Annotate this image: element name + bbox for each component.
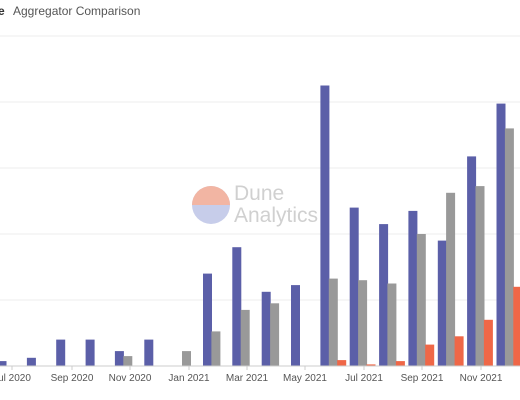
bar-series-1-2020-11 — [144, 339, 154, 366]
bar-series-1-2021-04 — [291, 285, 300, 366]
bar-series-1-2021-01 — [203, 273, 212, 366]
x-tick-label: Nov 2020 — [109, 373, 152, 384]
bar-series-3-2021-11 — [513, 286, 520, 366]
bars-layer — [0, 85, 520, 367]
bar-series-2-2021-10 — [475, 186, 485, 366]
bar-series-1-2021-08 — [408, 210, 418, 366]
bar-series-1-2021-07 — [379, 224, 389, 366]
bar-series-2-2021-09 — [446, 192, 456, 367]
bar-series-1-2021-06 — [349, 207, 359, 366]
dune-logo-top-icon — [192, 186, 230, 205]
bar-series-3-2021-10 — [483, 319, 493, 366]
bar-series-1-2020-08 — [56, 339, 66, 366]
bar-series-1-2020-07 — [26, 357, 36, 367]
bar-series-1-2021-09 — [437, 240, 447, 366]
x-tick-label: Sep 2020 — [51, 373, 94, 384]
x-tick-label: Mar 2021 — [226, 373, 269, 384]
bar-series-2-2021-01 — [211, 331, 221, 366]
bar-series-2-2021-08 — [416, 234, 426, 366]
header-title: Aggregator Comparison — [13, 4, 140, 18]
bar-series-2-2020-12 — [182, 351, 191, 366]
bar-series-2-2021-02 — [240, 309, 250, 366]
bar-series-3-2021-08 — [425, 344, 435, 366]
x-tick-label: Jul 2020 — [0, 373, 31, 384]
bar-series-2-2021-06 — [358, 280, 368, 366]
x-tick-label: Sep 2021 — [401, 373, 444, 384]
header-title-fragment: e — [0, 4, 5, 18]
x-tick-label: Jul 2021 — [345, 373, 383, 384]
watermark-line-1: Dune — [234, 182, 284, 205]
bar-series-2-2021-07 — [387, 283, 397, 366]
bar-series-2-2021-03 — [270, 303, 280, 366]
bar-series-1-2021-10 — [467, 156, 477, 366]
bar-series-3-2021-09 — [454, 336, 464, 366]
bar-series-1-2020-10 — [114, 351, 124, 366]
bar-series-3-2021-07 — [395, 361, 405, 367]
bar-series-1-2021-11 — [496, 103, 506, 366]
bar-series-1-2020-06 — [0, 361, 7, 367]
dune-analytics-watermark: Dune Analytics — [192, 182, 318, 227]
bar-series-1-2020-09 — [85, 339, 95, 366]
bar-series-1-2021-02 — [232, 247, 242, 366]
x-tick-label: Nov 2021 — [460, 373, 503, 384]
bar-series-2-2021-05 — [328, 278, 338, 367]
bar-series-2-2020-10 — [123, 356, 133, 366]
grid-layer — [0, 35, 520, 301]
bar-series-3-2021-06 — [366, 364, 376, 367]
bar-series-1-2021-05 — [320, 85, 330, 366]
watermark-line-2: Analytics — [234, 204, 318, 227]
x-tick-label: Jan 2021 — [168, 373, 210, 384]
bar-series-1-2021-03 — [261, 291, 271, 367]
bar-series-2-2021-11 — [504, 128, 514, 366]
bar-series-3-2021-05 — [337, 360, 347, 366]
x-axis-ticks: Jul 2020 Sep 2020 Nov 2020 Jan 2021 Mar 2021… — [0, 366, 503, 384]
x-tick-label: May 2021 — [283, 373, 327, 384]
